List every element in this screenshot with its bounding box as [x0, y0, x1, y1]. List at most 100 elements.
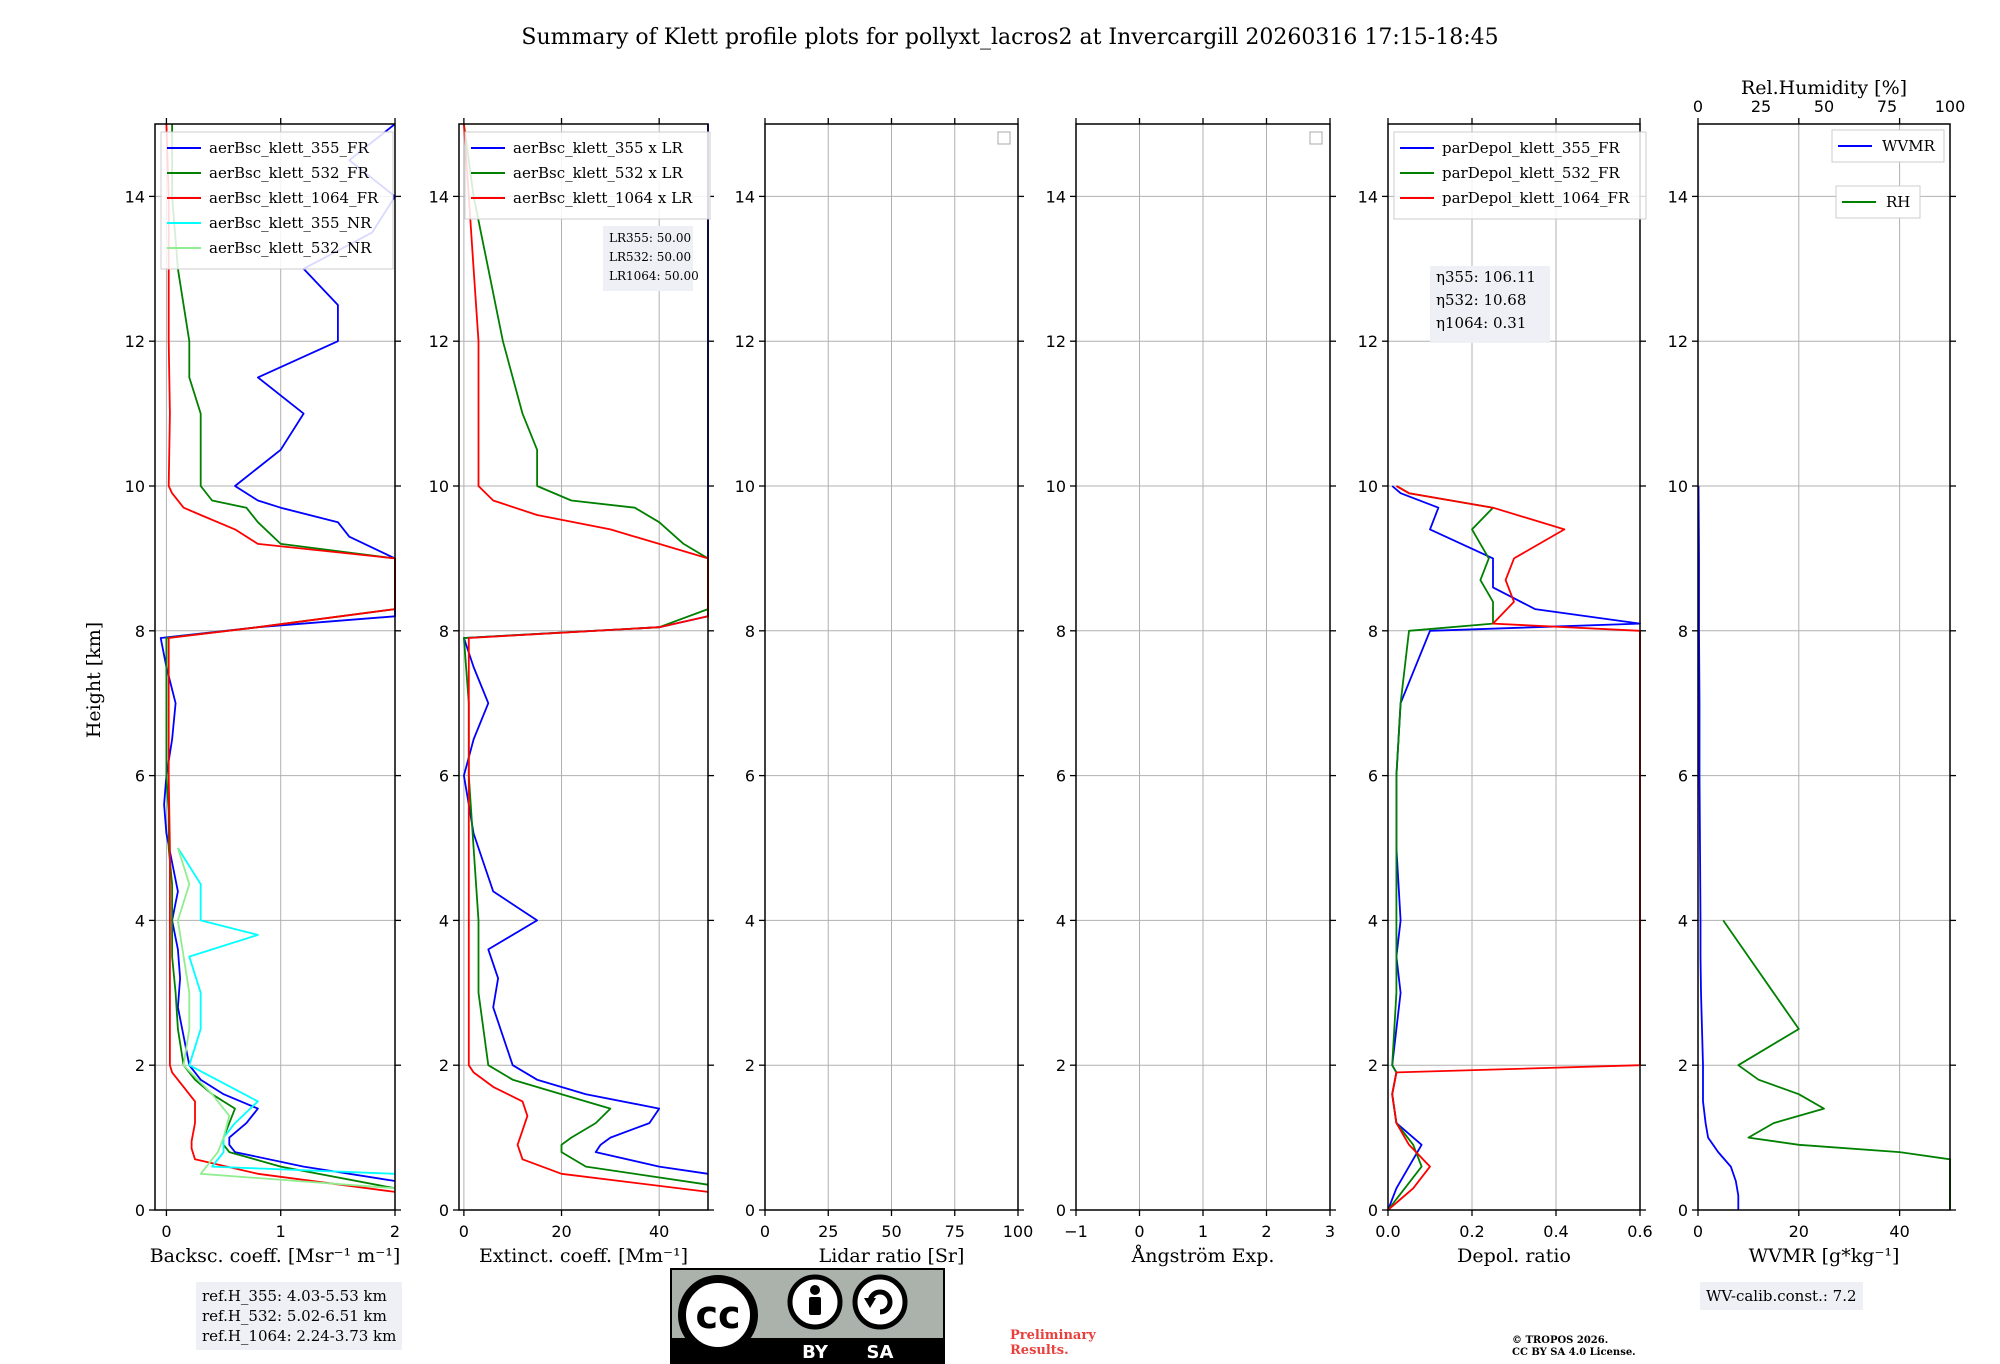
annotation-box: [1430, 266, 1550, 343]
legend: aerBsc_klett_355 x LR aerBsc_klett_532 x …: [464, 131, 711, 220]
legend-label: aerBsc_klett_532 x LR: [513, 164, 684, 182]
y-tick-label: 8: [439, 622, 449, 641]
y-tick-label: 12: [735, 332, 755, 351]
legend-label: parDepol_klett_355_FR: [1442, 139, 1620, 157]
cc-by-text: BY: [802, 1342, 829, 1363]
y-tick-label: 12: [429, 332, 449, 351]
x-tick-label: 2: [1261, 1222, 1271, 1241]
y-tick-label: 2: [1056, 1056, 1066, 1075]
y-tick-label: 0: [439, 1201, 449, 1220]
x-tick-label: 0: [1693, 1222, 1703, 1241]
top-tick-label: 0: [1693, 97, 1703, 116]
empty-legend-box: [1309, 131, 1323, 145]
legend-label: RH: [1886, 193, 1910, 211]
x-axis-label: Extinct. coeff. [Mm⁻¹]: [479, 1245, 688, 1267]
y-tick-label: 6: [1678, 767, 1688, 786]
legend-label: aerBsc_klett_355 x LR: [513, 139, 684, 157]
y-tick-label: 14: [1668, 187, 1688, 206]
legend-label: aerBsc_klett_532_NR: [209, 239, 372, 257]
x-axis-label: Ångström Exp.: [1131, 1245, 1275, 1267]
y-tick-label: 14: [735, 187, 755, 206]
x-tick-label: 0.0: [1375, 1222, 1400, 1241]
y-tick-label: 6: [1368, 767, 1378, 786]
x-tick-label: 0.6: [1627, 1222, 1652, 1241]
x-axis-label: Depol. ratio: [1457, 1245, 1571, 1267]
y-tick-label: 4: [135, 911, 145, 930]
x-tick-label: 3: [1325, 1222, 1335, 1241]
legend-label: aerBsc_klett_1064 x LR: [513, 189, 693, 207]
x-tick-label: 20: [1789, 1222, 1809, 1241]
wv-calib-box: WV-calib.const.: 7.2: [1700, 1282, 1863, 1310]
series-aerBsc_klett_1064 x LR: [463, 123, 709, 1193]
legend-label: aerBsc_klett_532_FR: [209, 164, 369, 182]
y-tick-label: 8: [1056, 622, 1066, 641]
y-tick-label: 12: [125, 332, 145, 351]
annotation-box: [603, 226, 693, 291]
x-tick-label: 40: [1889, 1222, 1909, 1241]
y-tick-label: 8: [135, 622, 145, 641]
y-tick-label: 0: [1056, 1201, 1066, 1220]
legend-box: [464, 131, 711, 220]
annotation-line: η355: 106.11: [1436, 268, 1536, 286]
x-tick-label: 1: [276, 1222, 286, 1241]
legend-label: parDepol_klett_1064_FR: [1442, 189, 1630, 207]
annotation-line: LR355: 50.00: [609, 231, 691, 245]
sa-arrow-icon: [852, 1274, 908, 1330]
y-tick-label: 8: [1678, 622, 1688, 641]
annotation-line: LR532: 50.00: [609, 250, 691, 264]
annotation-line: η1064: 0.31: [1436, 314, 1526, 332]
legend: WVMR RH: [1831, 129, 1945, 219]
y-tick-label: 10: [429, 477, 449, 496]
annotation: LR355: 50.00 LR532: 50.00 LR1064: 50.00: [603, 226, 699, 291]
y-tick-label: 12: [1358, 332, 1378, 351]
y-tick-label: 12: [1668, 332, 1688, 351]
x-tick-label: 0.4: [1543, 1222, 1568, 1241]
ref-h-355: ref.H_355: 4.03-5.53 km: [202, 1287, 387, 1305]
x-tick-label: 20: [551, 1222, 571, 1241]
x-tick-label: 0: [760, 1222, 770, 1241]
plot-frame: [1387, 123, 1641, 1211]
x-tick-label: 40: [649, 1222, 669, 1241]
y-tick-label: 14: [429, 187, 449, 206]
legend-label: WVMR: [1882, 137, 1936, 155]
panel-dep: 0.0 0.2 0.4 0.6 0 2 4 6 8 10 12 14 Depol. ratio parDe…: [1358, 118, 1653, 1267]
y-tick-label: 10: [125, 477, 145, 496]
series-aerBsc_klett_532_FR: [165, 124, 396, 1190]
annotation-line: LR1064: 50.00: [609, 269, 699, 283]
ref-h-1064: ref.H_1064: 2.24-3.73 km: [202, 1327, 397, 1345]
y-tick-label: 2: [745, 1056, 755, 1075]
series-parDepol_klett_532_FR: [1387, 485, 1494, 1211]
panel-ext: 0 20 40 0 2 4 6 8 10 12 14 Extinct. coeff. [Mm⁻¹] ae…: [429, 118, 714, 1267]
plot-frame: [154, 123, 396, 1211]
wv-calib-text: WV-calib.const.: 7.2: [1706, 1287, 1857, 1305]
x-tick-label: 50: [881, 1222, 901, 1241]
top-tick-label: 50: [1814, 97, 1834, 116]
y-tick-label: 12: [1046, 332, 1066, 351]
x-tick-label: 0: [161, 1222, 171, 1241]
cc-by-sa-logo: cc BY SA: [670, 1268, 945, 1364]
y-axis-label: Height [km]: [83, 622, 105, 738]
x-tick-label: 2: [390, 1222, 400, 1241]
y-tick-label: 0: [745, 1201, 755, 1220]
legend-label: aerBsc_klett_355_FR: [209, 139, 369, 157]
legend: parDepol_klett_355_FR parDepol_klett_532_…: [1393, 131, 1647, 220]
legend-box: [160, 131, 394, 270]
ref-h-532: ref.H_532: 5.02-6.51 km: [202, 1307, 387, 1325]
cc-circle-icon: [678, 1275, 758, 1355]
y-tick-label: 0: [1678, 1201, 1688, 1220]
annotation-line: η532: 10.68: [1436, 291, 1526, 309]
y-tick-label: 14: [1358, 187, 1378, 206]
y-tick-label: 8: [1368, 622, 1378, 641]
x-tick-label: 0.2: [1459, 1222, 1484, 1241]
series-aerBsc_klett_355_FR: [159, 123, 396, 1182]
preliminary-note: Preliminary Results.: [1010, 1328, 1096, 1358]
series-aerBsc_klett_532_NR: [176, 847, 396, 1190]
ref-height-box: ref.H_355: 4.03-5.53 km ref.H_532: 5.02-…: [196, 1282, 403, 1350]
y-tick-label: 6: [135, 767, 145, 786]
x-axis-label: WVMR [g*kg⁻¹]: [1749, 1245, 1900, 1267]
annotation: η355: 106.11 η532: 10.68 η1064: 0.31: [1430, 266, 1550, 343]
